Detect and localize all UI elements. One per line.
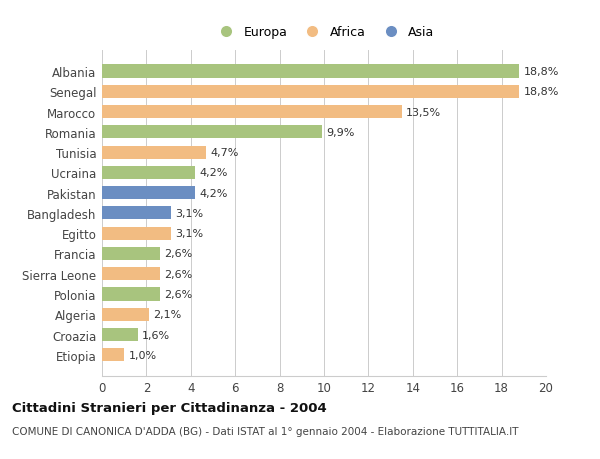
Bar (102, 85, 520, 99)
Text: 2,6%: 2,6% (164, 269, 193, 279)
Bar (102, 106, 402, 119)
Text: 3,1%: 3,1% (175, 208, 203, 218)
Text: 9,9%: 9,9% (326, 128, 355, 138)
Bar (102, 328, 137, 341)
Bar (102, 308, 149, 321)
Bar (102, 187, 195, 200)
Text: Cittadini Stranieri per Cittadinanza - 2004: Cittadini Stranieri per Cittadinanza - 2… (12, 401, 327, 414)
Text: COMUNE DI CANONICA D'ADDA (BG) - Dati ISTAT al 1° gennaio 2004 - Elaborazione TU: COMUNE DI CANONICA D'ADDA (BG) - Dati IS… (12, 426, 518, 436)
Text: 18,8%: 18,8% (524, 67, 559, 77)
Bar (102, 268, 160, 280)
Text: 18,8%: 18,8% (524, 87, 559, 97)
Bar (102, 348, 124, 362)
Text: 4,2%: 4,2% (200, 188, 228, 198)
Bar (102, 288, 160, 301)
Legend: Europa, Africa, Asia: Europa, Africa, Asia (209, 21, 439, 44)
Bar (102, 167, 195, 179)
Text: 2,6%: 2,6% (164, 249, 193, 259)
Text: 1,6%: 1,6% (142, 330, 170, 340)
Text: 2,1%: 2,1% (153, 309, 181, 319)
Text: 4,2%: 4,2% (200, 168, 228, 178)
Text: 2,6%: 2,6% (164, 289, 193, 299)
Text: 4,7%: 4,7% (211, 148, 239, 158)
Bar (102, 146, 206, 159)
Bar (102, 227, 171, 240)
Bar (102, 247, 160, 260)
Text: 13,5%: 13,5% (406, 107, 441, 118)
Text: 1,0%: 1,0% (128, 350, 157, 360)
Bar (102, 207, 171, 220)
Bar (102, 126, 322, 139)
Text: 3,1%: 3,1% (175, 229, 203, 239)
Bar (102, 65, 520, 78)
